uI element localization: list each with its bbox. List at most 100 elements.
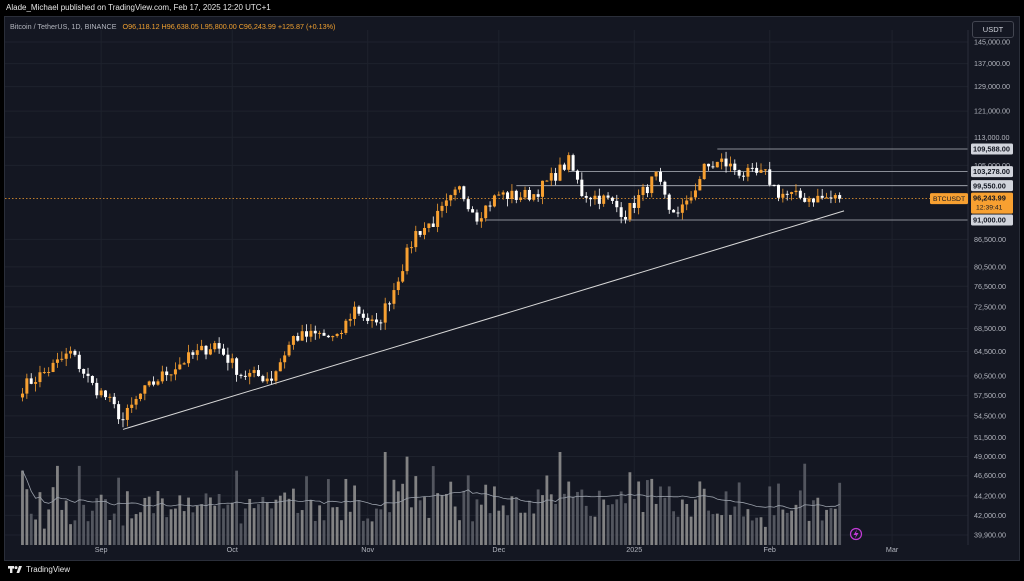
candle-body bbox=[392, 290, 396, 304]
volume-bar bbox=[130, 518, 134, 545]
support-trendline[interactable] bbox=[122, 210, 845, 430]
candle-body bbox=[541, 180, 545, 197]
candle-body bbox=[200, 345, 204, 351]
volume-bar bbox=[174, 508, 177, 545]
candle-body bbox=[396, 281, 400, 291]
volume-bar bbox=[165, 517, 169, 545]
volume-bar bbox=[523, 512, 527, 545]
symbol-tag-label: BTCUSDT bbox=[933, 196, 965, 203]
volume-bar bbox=[410, 507, 413, 545]
volume-bar bbox=[833, 508, 837, 545]
volume-bar bbox=[790, 510, 793, 545]
candle-body bbox=[265, 378, 269, 382]
candle-body bbox=[728, 163, 732, 167]
candle-countdown: 12:39:41 bbox=[976, 205, 1003, 212]
volume-bar bbox=[742, 516, 745, 545]
candle-body bbox=[575, 170, 579, 180]
volume-bar bbox=[248, 498, 252, 545]
volume-bar bbox=[772, 515, 776, 545]
price-level-tag bbox=[971, 143, 1013, 155]
candle-body bbox=[427, 223, 431, 228]
candle-body bbox=[226, 354, 230, 363]
volume-bar bbox=[405, 456, 409, 545]
candle-body bbox=[313, 330, 317, 334]
volume-bar bbox=[755, 517, 759, 545]
candle-body bbox=[497, 194, 501, 196]
candle-body bbox=[305, 331, 309, 337]
y-tick-label: 57,500.00 bbox=[974, 391, 1006, 400]
volume-bar bbox=[60, 509, 64, 545]
candle-body bbox=[20, 393, 24, 398]
candle-body bbox=[781, 193, 785, 198]
volume-bar bbox=[265, 502, 269, 545]
candle-body bbox=[492, 195, 496, 207]
x-tick-label: Nov bbox=[361, 545, 374, 554]
volume-bar bbox=[187, 497, 190, 545]
candle-body bbox=[318, 332, 322, 334]
volume-bar bbox=[139, 512, 142, 545]
candle-body bbox=[711, 166, 715, 168]
volume-bar bbox=[243, 508, 247, 545]
candle-body bbox=[156, 381, 160, 385]
candle-body bbox=[38, 372, 42, 383]
volume-bar bbox=[388, 512, 391, 545]
candle-body bbox=[755, 167, 759, 173]
volume-bar bbox=[506, 515, 509, 545]
candle-body bbox=[628, 202, 632, 220]
candle-body bbox=[733, 163, 737, 171]
last-price-value: 96,243.99 bbox=[973, 194, 1006, 203]
candle-body bbox=[602, 195, 606, 204]
volume-bar bbox=[838, 482, 842, 545]
volume-bar bbox=[589, 515, 592, 545]
candle-body bbox=[55, 359, 59, 363]
candle-body bbox=[549, 173, 553, 181]
volume-bar bbox=[807, 520, 811, 545]
lightning-icon[interactable] bbox=[849, 527, 863, 541]
candle-body bbox=[519, 197, 523, 200]
price-level-label: 99,550.00 bbox=[973, 181, 1006, 190]
volume-bar bbox=[768, 486, 772, 545]
volume-bar bbox=[305, 476, 308, 545]
candle-body bbox=[440, 205, 444, 211]
candle-body bbox=[545, 180, 549, 182]
volume-bar bbox=[820, 520, 824, 545]
candle-body bbox=[348, 318, 352, 321]
volume-bar bbox=[200, 504, 204, 545]
volume-bar bbox=[222, 508, 225, 545]
candle-body bbox=[42, 372, 46, 374]
candle-body bbox=[239, 374, 243, 376]
volume-bar bbox=[322, 520, 326, 545]
candle-body bbox=[248, 372, 252, 377]
volume-bar bbox=[593, 516, 597, 545]
volume-bar bbox=[777, 483, 780, 545]
currency-selector[interactable]: USDT bbox=[972, 21, 1014, 38]
volume-bar bbox=[672, 511, 676, 545]
candle-body bbox=[138, 393, 142, 399]
candle-body bbox=[715, 161, 719, 168]
candle-body bbox=[523, 189, 527, 198]
volume-bar bbox=[112, 513, 116, 545]
volume-bar bbox=[396, 491, 400, 545]
volume-bar bbox=[353, 485, 356, 545]
volume-bar bbox=[619, 491, 623, 545]
y-tick-label: 80,500.00 bbox=[974, 262, 1006, 271]
candle-body bbox=[506, 192, 510, 199]
volume-bar bbox=[77, 465, 81, 545]
volume-bar bbox=[654, 503, 658, 545]
volume-bar bbox=[711, 514, 715, 545]
volume-bar bbox=[230, 502, 234, 545]
y-tick-label: 105,000.00 bbox=[974, 161, 1010, 170]
candle-body bbox=[479, 218, 483, 222]
volume-bar bbox=[750, 520, 754, 545]
volume-bar bbox=[562, 493, 566, 545]
candle-body bbox=[663, 181, 667, 195]
tradingview-logo-icon bbox=[8, 566, 22, 573]
volume-bar bbox=[21, 470, 24, 545]
candle-body bbox=[750, 167, 754, 169]
candle-body bbox=[641, 186, 645, 196]
candle-body bbox=[776, 184, 780, 198]
chart-panel[interactable] bbox=[4, 16, 1020, 561]
candle-body bbox=[654, 171, 658, 177]
volume-bar bbox=[73, 520, 77, 545]
